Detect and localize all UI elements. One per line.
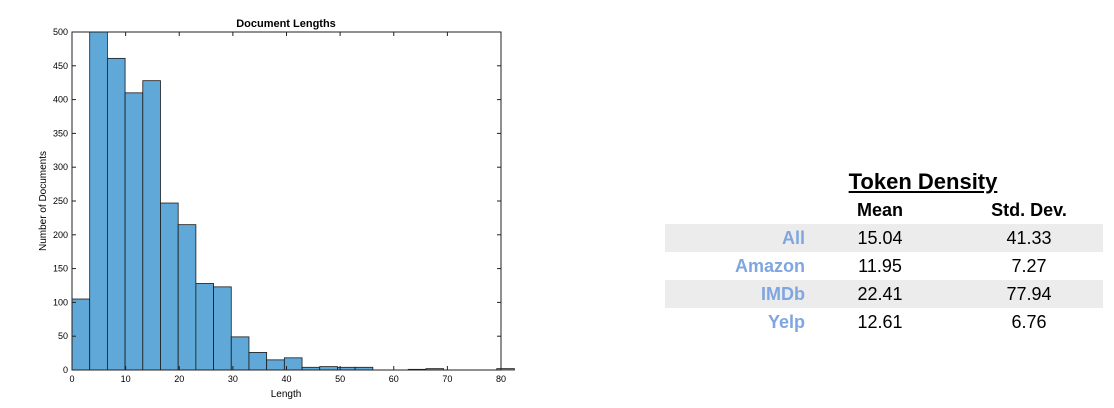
y-axis-ticks: 0 50 100 150 200 250 300 350 400 450 500 (53, 27, 501, 375)
histogram-bar (195, 283, 214, 371)
histogram-bar (230, 336, 250, 371)
row-std: 77.94 (1006, 283, 1052, 304)
y-tick-label: 350 (53, 128, 68, 138)
row-mean: 15.04 (857, 227, 903, 248)
x-axis-ticks: 0 10 20 30 40 50 60 70 80 (69, 32, 506, 384)
histogram-bar (142, 80, 161, 371)
header-mean: Mean (856, 199, 903, 220)
histogram-bar (160, 202, 179, 371)
row-mean: 12.61 (857, 311, 903, 332)
x-tick-label: 0 (69, 374, 74, 384)
token-density-title: Token Density (848, 169, 998, 194)
histogram-bar (213, 286, 232, 371)
header-label (665, 196, 805, 224)
x-tick-label: 60 (389, 374, 399, 384)
table-header-row: Mean Std. Dev. (665, 196, 1103, 224)
table-row: All 15.04 41.33 (665, 224, 1103, 252)
y-tick-label: 250 (53, 196, 68, 206)
y-tick-label: 0 (63, 365, 68, 375)
row-std: 41.33 (1006, 227, 1052, 248)
y-tick-label: 500 (53, 27, 68, 37)
histogram-bar (177, 224, 197, 371)
histogram-bar (71, 298, 91, 371)
histogram-bars (71, 31, 515, 371)
row-mean: 11.95 (858, 255, 902, 276)
table-row: Amazon 11.95 7.27 (665, 252, 1103, 280)
y-tick-label: 100 (53, 297, 68, 307)
x-axis-label: Length (271, 389, 302, 400)
histogram-bar (319, 366, 338, 371)
row-label: IMDb (761, 283, 805, 304)
chart-title: Document Lengths (236, 18, 336, 30)
x-tick-label: 70 (442, 374, 452, 384)
token-density-table: Token Density Mean Std. Dev. All 15.04 4… (665, 168, 1103, 336)
row-std: 6.76 (1011, 311, 1047, 332)
row-label: Yelp (767, 311, 805, 332)
histogram-bar (89, 31, 108, 371)
row-mean: 22.41 (857, 283, 903, 304)
histogram-bar (106, 57, 126, 371)
y-axis-label: Number of Documents (38, 151, 49, 251)
histogram-bar (266, 359, 285, 371)
x-tick-label: 40 (281, 374, 291, 384)
y-tick-label: 400 (53, 95, 68, 105)
y-tick-label: 300 (53, 162, 68, 172)
histogram-bar (283, 357, 303, 371)
histogram-bar (124, 92, 144, 371)
histogram-bar (496, 368, 515, 371)
header-std: Std. Dev. (991, 199, 1067, 220)
x-tick-label: 50 (335, 374, 345, 384)
document-lengths-histogram: Document Lengths 05010015020025030035040… (38, 18, 515, 400)
table-row: Yelp 12.61 6.76 (665, 308, 1103, 336)
y-tick-label: 150 (53, 264, 68, 274)
y-tick-label: 200 (53, 230, 68, 240)
row-std: 7.27 (1011, 255, 1047, 276)
x-tick-label: 30 (228, 374, 238, 384)
y-tick-label: 450 (53, 61, 68, 71)
x-tick-label: 20 (174, 374, 184, 384)
x-tick-label: 80 (496, 374, 506, 384)
table-row: IMDb 22.41 77.94 (665, 280, 1103, 308)
token-density-grid: Mean Std. Dev. All 15.04 41.33 Amazon 11… (665, 196, 1103, 336)
x-tick-label: 10 (121, 374, 131, 384)
y-tick-label: 50 (58, 331, 68, 341)
row-label: All (781, 227, 805, 248)
histogram-bar (248, 352, 268, 371)
row-label: Amazon (734, 255, 805, 276)
